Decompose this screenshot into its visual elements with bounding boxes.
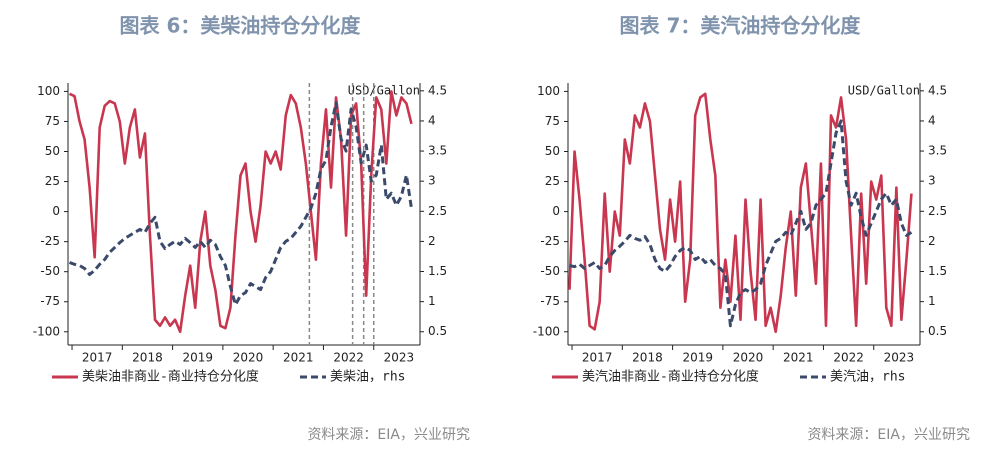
- x-tick-label: 2021: [783, 351, 814, 365]
- y-tick-label: -25: [540, 234, 560, 248]
- x-tick-label: 2023: [884, 351, 915, 365]
- y-tick-label: -50: [40, 264, 60, 278]
- y2-tick-label: 1: [428, 294, 436, 308]
- series-line: [69, 101, 413, 307]
- chart-title: 图表 6：美柴油持仓分化度: [120, 14, 362, 38]
- y-tick-label: 75: [545, 114, 560, 128]
- y-tick-label: -100: [533, 324, 560, 338]
- source-note: 资料来源：EIA，兴业研究: [807, 427, 970, 443]
- x-tick-label: 2023: [384, 351, 415, 365]
- x-tick-label: 2020: [233, 351, 264, 365]
- y-tick-label: -100: [33, 324, 60, 338]
- chart: 图表 7：美汽油持仓分化度 -100 -75 -50 -25 0 25 50 75 100 0.5 1…: [533, 14, 970, 444]
- y-tick-label: 25: [45, 174, 60, 188]
- y2-tick-label: 3: [928, 174, 936, 188]
- x-tick-label: 2022: [833, 351, 864, 365]
- y2-tick-label: 2.5: [428, 204, 447, 218]
- x-tick-label: 2019: [182, 351, 213, 365]
- y-tick-label: 0: [52, 204, 60, 218]
- y2-tick-label: 3.5: [928, 144, 947, 158]
- y2-tick-label: 0.5: [428, 324, 447, 338]
- y2-axis-label: USD/Gallon: [848, 84, 920, 98]
- x-tick-label: 2020: [733, 351, 764, 365]
- x-tick-label: 2017: [82, 351, 113, 365]
- series-line: [568, 92, 913, 334]
- x-tick-label: 2017: [582, 351, 613, 365]
- y-tick-label: 0: [552, 204, 560, 218]
- x-tick-label: 2021: [283, 351, 314, 365]
- x-tick-label: 2018: [132, 351, 163, 365]
- y2-tick-label: 1.5: [428, 264, 447, 278]
- y-tick-label: 50: [45, 144, 60, 158]
- y2-tick-label: 2: [428, 234, 436, 248]
- y2-tick-label: 0.5: [928, 324, 947, 338]
- y-tick-label: -50: [540, 264, 560, 278]
- y-tick-label: 100: [37, 84, 60, 98]
- x-tick-label: 2019: [682, 351, 713, 365]
- y2-tick-label: 4: [928, 113, 936, 127]
- x-tick-label: 2022: [333, 351, 364, 365]
- y-tick-label: -75: [40, 294, 60, 308]
- legend-label: 美汽油非商业-商业持仓分化度: [582, 369, 759, 385]
- series-line: [569, 119, 913, 328]
- source-note: 资料来源：EIA，兴业研究: [307, 427, 470, 443]
- y2-tick-label: 4: [428, 113, 436, 127]
- y-tick-label: 100: [537, 84, 560, 98]
- y2-axis-label: USD/Gallon: [348, 84, 420, 98]
- y2-tick-label: 3: [428, 174, 436, 188]
- y2-tick-label: 3.5: [428, 144, 447, 158]
- y2-tick-label: 4.5: [428, 83, 447, 97]
- y-tick-label: 75: [45, 114, 60, 128]
- legend-label: 美柴油非商业-商业持仓分化度: [82, 369, 259, 385]
- chart-title: 图表 7：美汽油持仓分化度: [620, 14, 862, 38]
- legend-label: 美柴油，rhs: [330, 370, 405, 385]
- chart: 图表 6：美柴油持仓分化度 -100 -75 -50 -25 0 25 50 75 100 0.5 1…: [33, 14, 470, 444]
- y2-tick-label: 2: [928, 234, 936, 248]
- y-tick-label: -25: [40, 234, 60, 248]
- y-tick-label: 50: [545, 144, 560, 158]
- series-line: [68, 90, 413, 334]
- y-tick-label: -75: [540, 294, 560, 308]
- y2-tick-label: 2.5: [928, 204, 947, 218]
- legend-label: 美汽油，rhs: [830, 370, 905, 385]
- y2-tick-label: 1: [928, 294, 936, 308]
- y-tick-label: 25: [545, 174, 560, 188]
- y2-tick-label: 1.5: [928, 264, 947, 278]
- y2-tick-label: 4.5: [928, 83, 947, 97]
- x-tick-label: 2018: [632, 351, 663, 365]
